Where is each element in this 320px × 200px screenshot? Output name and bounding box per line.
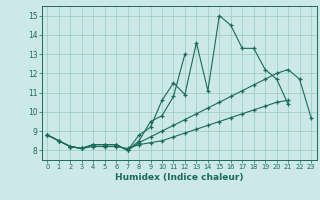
X-axis label: Humidex (Indice chaleur): Humidex (Indice chaleur)	[115, 173, 244, 182]
